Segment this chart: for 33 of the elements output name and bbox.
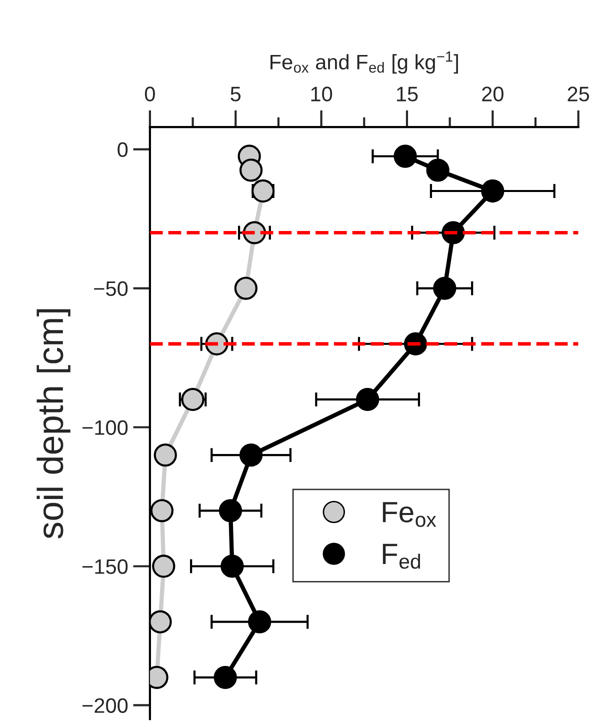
point [433,276,456,300]
point [154,443,177,467]
point [218,499,242,522]
point [248,610,272,634]
legend-label: F$_{ed}$ [382,544,420,569]
x-tick-label: 25 [568,86,590,102]
x-tick-label: 5 [230,86,241,102]
point [356,388,380,412]
point [481,179,504,203]
x-tick-label: 10 [311,86,332,102]
point [239,443,263,467]
x-tick-label: 0 [144,86,155,102]
point [239,158,263,182]
point [152,554,176,578]
point [181,388,204,412]
legend-label: Fe$_{ox}$ [382,502,436,527]
x-tick-label: 20 [482,86,504,102]
y-tick-label: −100 [82,420,128,436]
y-axis-title: soil depth [cm] [36,309,70,538]
y-tick-label: −50 [94,281,128,296]
point [150,499,174,522]
point [394,144,417,168]
point [214,666,237,689]
y-tick-label: −150 [82,559,128,574]
point [150,610,172,634]
point [426,158,450,182]
x-tick-label: 15 [396,86,418,102]
point [234,276,258,300]
y-tick-label: 0 [118,142,128,158]
point [251,179,275,203]
point [220,554,244,578]
x-axis-title: Fe$_{ox}$ and F$_{ed}$ [g kg$^{−1}$] [270,52,458,74]
y-tick-label: −200 [82,698,128,713]
